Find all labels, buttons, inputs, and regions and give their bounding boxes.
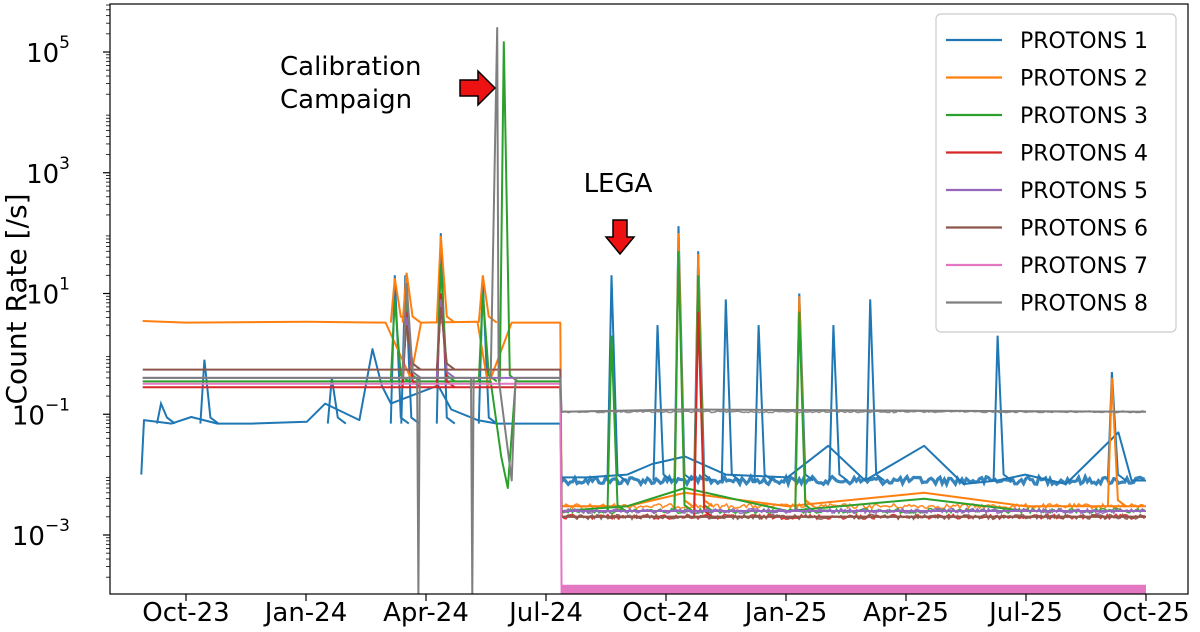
series-spike xyxy=(435,235,456,324)
legend: PROTONS 1 PROTONS 2 PROTONS 3 PROTONS 4 PROT… xyxy=(935,13,1177,333)
legend-item: PROTONS 3 xyxy=(946,104,1148,129)
legend-label: PROTONS 7 xyxy=(1020,254,1148,279)
series-layer xyxy=(140,27,1147,594)
legend-label: PROTONS 4 xyxy=(1020,142,1148,167)
x-axis: Oct-23 Jan-24 Apr-24 Jul-24 Oct-24 Jan-25 Apr-… xyxy=(142,594,1190,628)
series-noise xyxy=(560,507,1146,515)
x-tick-label: Jul-24 xyxy=(507,598,583,628)
series-spike xyxy=(865,299,885,482)
legend-label: PROTONS 2 xyxy=(1020,67,1148,92)
x-tick-label: Oct-23 xyxy=(142,598,229,628)
series-spike xyxy=(401,282,422,379)
legend-item: PROTONS 4 xyxy=(946,142,1148,167)
series-spike xyxy=(401,272,422,324)
x-tick-label: Oct-24 xyxy=(622,598,709,628)
legend-label: PROTONS 1 xyxy=(1020,29,1148,54)
y-tick-label: 105 xyxy=(26,33,70,69)
annotation-calibration-arrow xyxy=(459,69,497,107)
x-tick-label: Apr-25 xyxy=(863,598,949,628)
series-7 xyxy=(142,382,1146,594)
legend-item: PROTONS 2 xyxy=(946,67,1148,92)
y-tick-label: 103 xyxy=(26,154,70,190)
legend-label: PROTONS 3 xyxy=(1020,104,1148,129)
x-tick-label: Jan-24 xyxy=(263,598,348,628)
series-fill xyxy=(561,584,1146,594)
series-spike xyxy=(435,306,456,371)
series-line xyxy=(142,382,563,594)
legend-box xyxy=(935,13,1177,333)
series-spike xyxy=(606,335,627,512)
y-axis-title: Count Rate [/s] xyxy=(0,193,33,404)
series-spike xyxy=(992,335,1013,482)
annotation-lega-text: LEGA xyxy=(584,169,653,199)
series-line xyxy=(142,320,1146,508)
series-spike xyxy=(326,377,347,425)
x-tick-label: Jul-25 xyxy=(987,598,1063,628)
x-tick-label: Oct-25 xyxy=(1102,598,1189,628)
series-noise xyxy=(561,512,1145,521)
y-axis: 10−3 10−1 101 103 105 xyxy=(12,4,110,578)
series-spike xyxy=(1106,377,1127,507)
legend-label: PROTONS 5 xyxy=(1020,179,1148,204)
series-spike xyxy=(652,325,673,482)
series-8 xyxy=(142,27,1147,594)
series-noise xyxy=(561,502,1146,511)
series-spike xyxy=(753,325,774,482)
annotation-calibration-text: Calibration xyxy=(280,52,421,82)
series-line xyxy=(142,27,1147,594)
legend-item: PROTONS 5 xyxy=(946,179,1148,204)
legend-item: PROTONS 8 xyxy=(946,292,1148,317)
y-tick-label: 10−1 xyxy=(12,395,70,431)
series-noise xyxy=(560,472,1146,489)
series-spike xyxy=(673,251,694,512)
series-spike xyxy=(156,400,176,425)
legend-item: PROTONS 7 xyxy=(946,254,1148,279)
annotation-lega-arrow xyxy=(604,219,636,256)
series-spike xyxy=(477,275,498,324)
series-spike xyxy=(606,275,627,482)
legend-label: PROTONS 6 xyxy=(1020,217,1148,242)
y-tick-label: 101 xyxy=(26,275,70,311)
legend-item: PROTONS 1 xyxy=(946,29,1148,54)
x-tick-label: Jan-25 xyxy=(743,598,828,628)
legend-item: PROTONS 6 xyxy=(946,217,1148,242)
x-tick-label: Apr-24 xyxy=(383,598,469,628)
legend-label: PROTONS 8 xyxy=(1020,292,1148,317)
y-tick-label: 10−3 xyxy=(12,516,70,552)
series-spike xyxy=(199,359,219,425)
series-spike xyxy=(720,299,741,482)
annotation-calibration-text: Campaign xyxy=(280,85,412,115)
series-noise xyxy=(561,409,1145,414)
series-spike xyxy=(828,325,848,482)
